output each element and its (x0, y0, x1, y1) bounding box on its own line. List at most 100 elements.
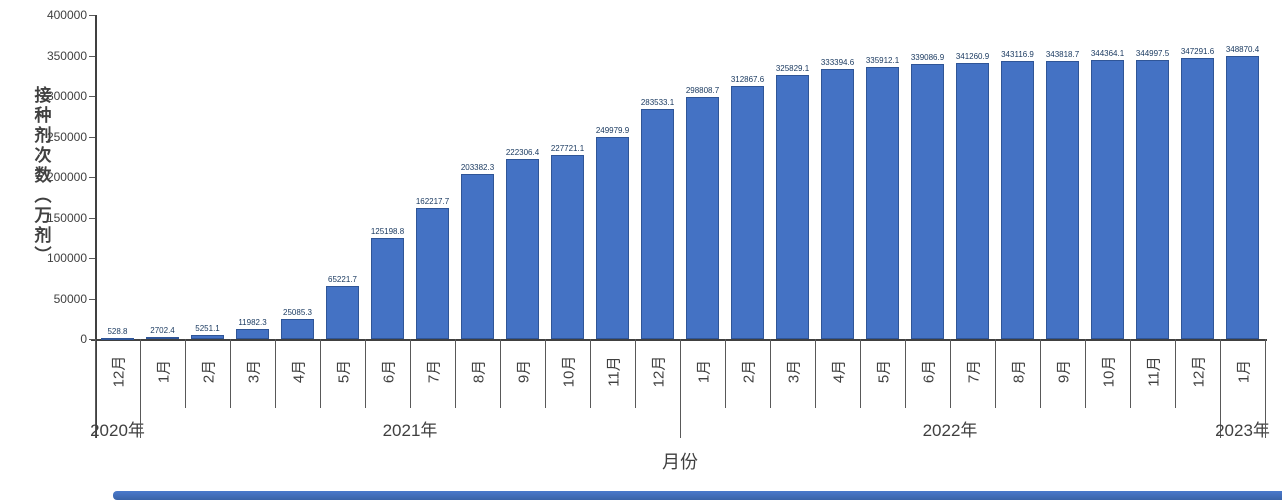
bar-value-label: 528.8 (107, 327, 128, 336)
y-tick-label: 150000 (46, 210, 87, 225)
bar (821, 68, 854, 339)
month-separator-tick (1040, 339, 1041, 408)
bar-value-label: 11982.3 (238, 318, 267, 328)
bar-value-label: 325829.1 (775, 64, 810, 74)
bar-value-label: 344364.1 (1090, 49, 1125, 59)
month-separator-tick (1085, 339, 1086, 408)
month-separator-tick (635, 339, 636, 408)
y-tick-mark (89, 258, 95, 259)
bar (686, 96, 719, 339)
year-separator-line (1265, 339, 1266, 438)
month-separator-tick (275, 339, 276, 408)
bar (326, 286, 359, 339)
x-axis-line (91, 339, 1267, 341)
bar (1091, 60, 1124, 339)
y-axis-line (95, 15, 97, 438)
month-separator-tick (410, 339, 411, 408)
bar-value-label: 162217.7 (415, 196, 450, 206)
bar-value-label: 203382.3 (460, 163, 495, 173)
bar-value-label: 312867.6 (730, 74, 765, 84)
month-separator-tick (815, 339, 816, 408)
x-month-label: 2月 (200, 359, 217, 384)
x-year-label: 2020年 (90, 421, 145, 440)
y-tick-mark (89, 217, 95, 219)
bar-value-label: 347291.6 (1180, 46, 1215, 56)
x-year-label: 2021年 (382, 421, 438, 440)
bar-value-label: 333394.6 (820, 57, 855, 67)
bar-value-label: 335912.1 (865, 55, 900, 65)
x-month-label: 10月 (560, 355, 577, 388)
bar (731, 85, 764, 339)
bar-value-label: 343818.7 (1045, 49, 1080, 59)
bar (1001, 61, 1034, 339)
bar (1046, 60, 1079, 339)
bar (371, 237, 404, 339)
bar-value-label: 65221.7 (328, 275, 357, 285)
bar (281, 318, 314, 339)
bar-value-label: 5251.1 (195, 323, 220, 333)
month-separator-tick (365, 339, 366, 408)
bar (596, 136, 629, 339)
x-month-label: 12月 (110, 355, 127, 388)
footer-accent-strip (113, 491, 1282, 500)
y-tick-mark (89, 15, 95, 16)
month-separator-tick (905, 339, 906, 408)
month-separator-tick (1175, 339, 1176, 408)
x-month-label: 7月 (965, 359, 982, 384)
bar (911, 64, 944, 339)
bar-value-label: 222306.4 (505, 147, 540, 157)
month-separator-tick (590, 339, 591, 408)
x-month-label: 10月 (1100, 355, 1117, 388)
x-month-label: 3月 (785, 359, 802, 384)
x-month-label: 6月 (380, 359, 397, 384)
y-tick-label: 50000 (53, 291, 87, 306)
month-separator-tick (320, 339, 321, 408)
x-month-label: 1月 (1235, 359, 1252, 384)
bar-value-label: 283533.1 (640, 98, 675, 108)
year-separator-line (95, 339, 96, 438)
x-month-label: 3月 (245, 359, 262, 384)
month-separator-tick (455, 339, 456, 408)
y-tick-label: 0 (80, 332, 87, 346)
y-tick-mark (89, 136, 95, 138)
month-separator-tick (545, 339, 546, 408)
bar-value-label: 348870.4 (1225, 45, 1260, 55)
bar-value-label: 2702.4 (150, 325, 175, 335)
y-tick-label: 400000 (46, 8, 87, 22)
bar-value-label: 298808.7 (685, 85, 720, 95)
x-year-label: 2023年 (1215, 421, 1270, 440)
month-separator-tick (500, 339, 501, 408)
bar (416, 207, 449, 339)
y-tick-mark (89, 177, 95, 178)
month-separator-tick (770, 339, 771, 408)
month-separator-tick (1130, 339, 1131, 408)
y-tick-label: 200000 (46, 170, 87, 184)
bar (191, 334, 224, 339)
bar (1181, 57, 1214, 339)
bar (1226, 56, 1259, 339)
x-month-label: 8月 (470, 359, 487, 384)
bar (146, 336, 179, 339)
bar (956, 62, 989, 339)
month-separator-tick (725, 339, 726, 408)
y-tick-label: 350000 (46, 48, 87, 63)
bar (1136, 59, 1169, 339)
bar-value-label: 341260.9 (955, 51, 990, 61)
x-year-label: 2022年 (922, 421, 978, 440)
bar (551, 154, 584, 339)
bar (776, 75, 809, 339)
y-axis-title: 接种剂次数（万剂） (31, 86, 51, 266)
bar (236, 329, 269, 339)
x-month-label: 9月 (1055, 359, 1072, 384)
bar-value-label: 25085.3 (283, 307, 312, 317)
year-separator-line (680, 339, 681, 438)
bar (641, 109, 674, 339)
x-month-label: 1月 (695, 359, 712, 384)
bar-value-label: 227721.1 (550, 143, 585, 153)
bar (506, 158, 539, 339)
y-tick-mark (89, 339, 95, 340)
bar-value-label: 249979.9 (595, 125, 630, 135)
y-tick-mark (89, 55, 95, 57)
x-month-label: 2月 (740, 359, 757, 384)
